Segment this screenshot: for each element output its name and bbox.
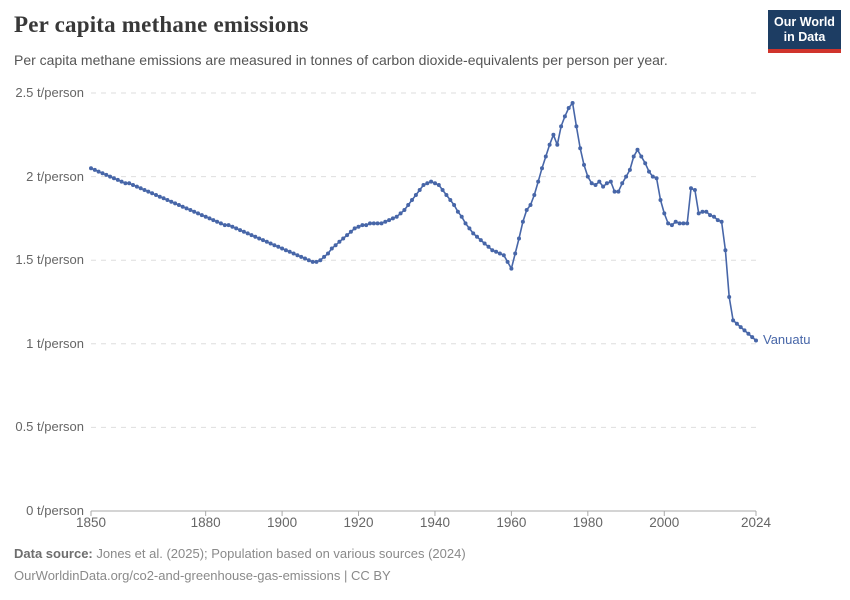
x-axis-label: 1920 [343,515,374,530]
owid-logo-line1: Our World [774,14,835,29]
y-axis-label: 2.5 t/person [15,85,84,100]
y-axis-label: 0.5 t/person [15,419,84,435]
x-axis-label: 1880 [190,515,221,530]
footer-source-label: Data source: [14,546,93,561]
page-title: Per capita methane emissions [14,12,309,37]
chart-subtitle: Per capita methane emissions are measure… [14,52,668,68]
y-axis-label: 2 t/person [26,168,84,184]
owid-logo[interactable]: Our World in Data [768,10,841,53]
y-axis-label: 1 t/person [26,335,84,351]
footer-source-text: Jones et al. (2025); Population based on… [92,546,466,561]
x-axis-label: 2024 [740,515,772,530]
x-axis-label: 1850 [75,515,107,530]
owid-logo-line2: in Data [783,29,826,44]
footer-source-line: Data source: Jones et al. (2025); Popula… [14,546,466,561]
x-axis-label: 1960 [496,515,527,530]
x-axis-label: 1900 [267,515,298,530]
y-axis-label: 0 t/person [26,503,84,518]
series-end-label-vanuatu[interactable]: Vanuatu [763,332,811,348]
x-axis-label: 1940 [419,515,450,530]
y-axis-label: 1.5 t/person [15,252,84,268]
x-axis-label: 2000 [649,515,680,530]
footer-license-link[interactable]: OurWorldinData.org/co2-and-greenhouse-ga… [14,568,391,583]
x-axis-label: 1980 [572,515,603,530]
